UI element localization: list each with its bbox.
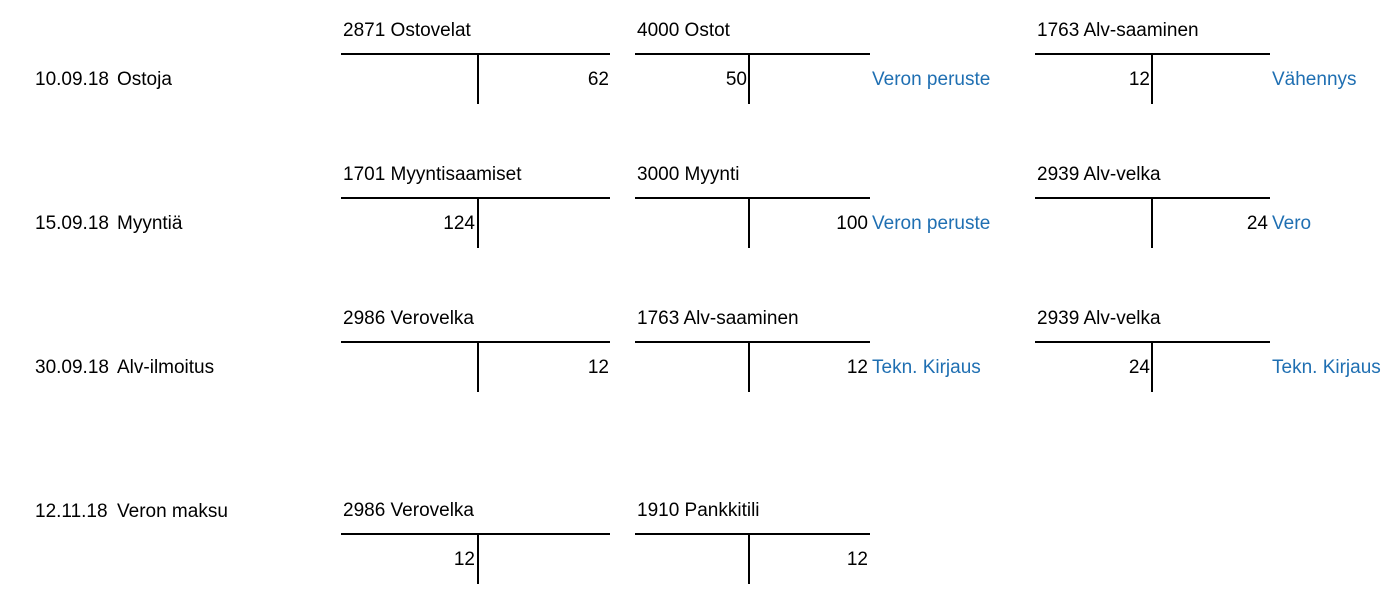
account-title: 2939 Alv-velka <box>1037 164 1161 185</box>
debit-amount: 124 <box>443 213 475 234</box>
debit-amount: 50 <box>725 69 747 90</box>
t-account-divider <box>477 54 479 104</box>
t-account-divider <box>477 198 479 248</box>
account-title: 1763 Alv-saaminen <box>637 308 799 329</box>
t-account-divider <box>1151 342 1153 392</box>
t-account-top-line <box>635 533 870 535</box>
entry-date: 12.11.18 <box>35 501 108 522</box>
t-account-divider <box>477 534 479 584</box>
account-note: Vero <box>1272 213 1312 234</box>
account-title: 2986 Verovelka <box>343 500 474 521</box>
t-account-divider <box>1151 198 1153 248</box>
entry-description: Ostoja <box>117 69 172 90</box>
credit-amount: 100 <box>836 213 868 234</box>
t-account-top-line <box>341 53 610 55</box>
entry-date: 30.09.18 <box>35 357 109 378</box>
account-note: Vähennys <box>1272 69 1357 90</box>
debit-amount: 24 <box>1128 357 1150 378</box>
credit-amount: 62 <box>587 69 609 90</box>
t-account-divider <box>748 342 750 392</box>
t-account-top-line <box>341 341 610 343</box>
credit-amount: 12 <box>846 549 868 570</box>
account-note: Veron peruste <box>872 213 991 234</box>
account-title: 2986 Verovelka <box>343 308 474 329</box>
t-account-top-line <box>341 533 610 535</box>
t-account-divider <box>477 342 479 392</box>
entry-date: 10.09.18 <box>35 69 109 90</box>
entry-date: 15.09.18 <box>35 213 109 234</box>
account-title: 1910 Pankkitili <box>637 500 760 521</box>
t-account-top-line <box>341 197 610 199</box>
t-account-top-line <box>635 53 870 55</box>
credit-amount: 12 <box>587 357 609 378</box>
t-account-divider <box>1151 54 1153 104</box>
account-title: 2871 Ostovelat <box>343 20 471 41</box>
entry-description: Myyntiä <box>117 213 183 234</box>
debit-amount: 12 <box>1128 69 1150 90</box>
t-account-divider <box>748 54 750 104</box>
account-title: 2939 Alv-velka <box>1037 308 1161 329</box>
account-note: Veron peruste <box>872 69 991 90</box>
t-account-top-line <box>635 341 870 343</box>
credit-amount: 12 <box>846 357 868 378</box>
t-account-top-line <box>635 197 870 199</box>
account-title: 1701 Myyntisaamiset <box>343 164 522 185</box>
account-title: 1763 Alv-saaminen <box>1037 20 1199 41</box>
t-account-divider <box>748 198 750 248</box>
account-note: Tekn. Kirjaus <box>872 357 981 378</box>
entry-description: Alv-ilmoitus <box>117 357 215 378</box>
debit-amount: 12 <box>453 549 475 570</box>
entry-description: Veron maksu <box>117 501 228 522</box>
account-title: 4000 Ostot <box>637 20 730 41</box>
account-note: Tekn. Kirjaus <box>1272 357 1381 378</box>
credit-amount: 24 <box>1246 213 1268 234</box>
t-account-divider <box>748 534 750 584</box>
account-title: 3000 Myynti <box>637 164 740 185</box>
